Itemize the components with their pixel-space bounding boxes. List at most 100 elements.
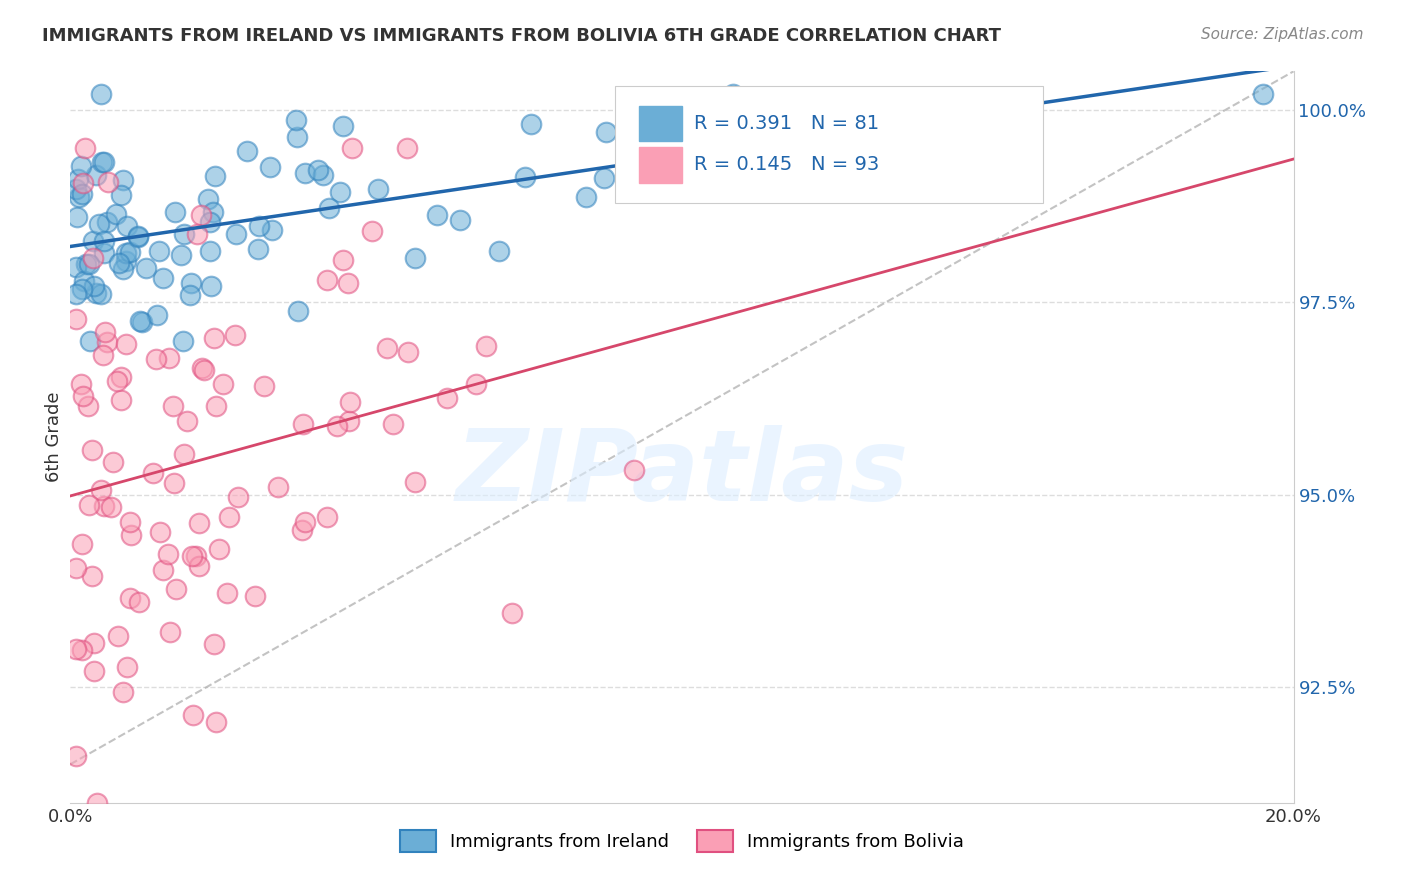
Point [501, 607, 523, 621]
Point [120, 528, 142, 542]
Point [197, 192, 219, 206]
Point [294, 166, 316, 180]
Point [396, 344, 419, 359]
Point [404, 475, 426, 489]
Point [287, 304, 309, 318]
Point [70, 282, 93, 296]
Point [157, 351, 180, 366]
Point [83, 636, 105, 650]
Point [198, 215, 221, 229]
Point [73, 274, 96, 288]
Point [595, 125, 617, 139]
Point [115, 245, 138, 260]
Point [100, 500, 122, 514]
Point [225, 227, 247, 241]
Point [83, 665, 105, 679]
Point [721, 87, 744, 102]
Point [205, 399, 228, 413]
Point [90, 483, 112, 497]
Point [337, 276, 360, 290]
Point [128, 595, 150, 609]
Point [285, 129, 308, 144]
Point [72, 176, 94, 190]
Point [79, 334, 101, 348]
Text: R = 0.145   N = 93: R = 0.145 N = 93 [695, 155, 879, 175]
Point [449, 213, 471, 227]
Point [110, 188, 132, 202]
Point [111, 684, 134, 698]
Point [162, 400, 184, 414]
Point [110, 369, 132, 384]
Point [127, 229, 149, 244]
Point [145, 351, 167, 366]
Point [105, 374, 128, 388]
Point [65, 642, 87, 657]
Point [163, 205, 186, 219]
Point [253, 378, 276, 392]
Legend: Immigrants from Ireland, Immigrants from Bolivia: Immigrants from Ireland, Immigrants from… [392, 823, 972, 860]
Point [84, 285, 107, 300]
Point [162, 475, 184, 490]
Point [86, 796, 108, 810]
Point [93, 325, 115, 339]
Point [97, 175, 120, 189]
Point [83, 279, 105, 293]
Point [316, 509, 339, 524]
Point [112, 261, 135, 276]
Point [198, 244, 221, 258]
Point [519, 117, 541, 131]
Point [65, 311, 87, 326]
Point [259, 161, 281, 175]
Point [93, 155, 115, 169]
Point [329, 185, 352, 199]
Point [395, 141, 418, 155]
Point [360, 224, 382, 238]
Point [172, 334, 194, 348]
Point [159, 625, 181, 640]
Y-axis label: 6th Grade: 6th Grade [45, 392, 63, 483]
Point [96, 335, 118, 350]
Point [381, 417, 404, 431]
Point [65, 260, 87, 274]
Point [326, 418, 349, 433]
Point [170, 248, 193, 262]
Point [217, 586, 239, 600]
Point [436, 391, 458, 405]
Point [84, 168, 107, 182]
Point [188, 559, 211, 574]
Point [235, 144, 257, 158]
Point [202, 637, 225, 651]
Point [96, 214, 118, 228]
Point [156, 547, 179, 561]
Point [488, 244, 510, 259]
Point [307, 162, 329, 177]
Point [149, 524, 172, 539]
Point [69, 159, 91, 173]
Point [513, 170, 536, 185]
Point [120, 245, 142, 260]
Point [93, 246, 115, 260]
Point [65, 287, 87, 301]
Point [152, 563, 174, 577]
Point [367, 182, 389, 196]
Point [623, 463, 645, 477]
Point [332, 252, 354, 267]
Point [190, 208, 212, 222]
Point [200, 279, 222, 293]
Point [339, 395, 361, 409]
Point [115, 337, 138, 351]
Point [404, 251, 426, 265]
Text: Source: ZipAtlas.com: Source: ZipAtlas.com [1201, 27, 1364, 42]
Bar [640, 147, 682, 183]
Point [118, 515, 141, 529]
Point [146, 308, 169, 322]
Point [72, 643, 94, 657]
Point [260, 222, 283, 236]
Point [105, 207, 128, 221]
Point [294, 515, 316, 529]
Point [75, 257, 97, 271]
Point [114, 253, 136, 268]
Point [70, 377, 93, 392]
Point [148, 244, 170, 258]
Point [593, 171, 616, 186]
